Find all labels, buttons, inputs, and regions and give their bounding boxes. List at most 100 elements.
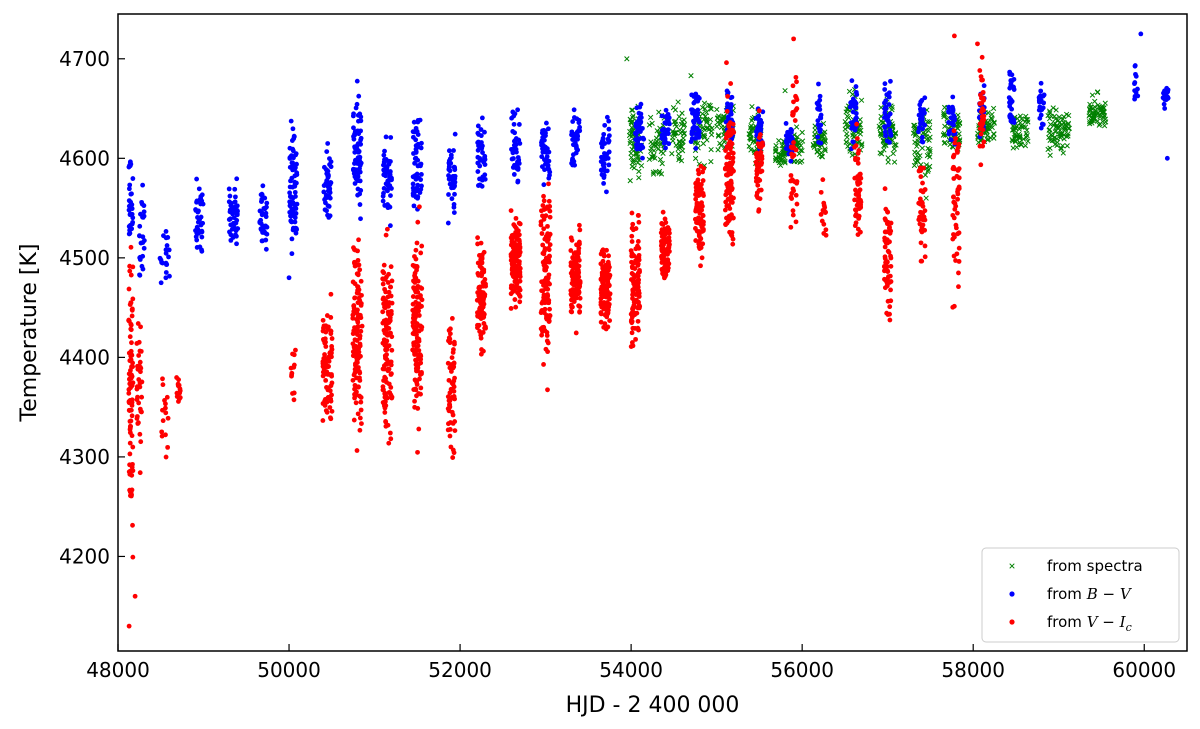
- data-point: [920, 210, 926, 216]
- data-point: [126, 318, 132, 323]
- data-point: [447, 331, 453, 337]
- data-point: [516, 160, 522, 166]
- data-point: [1063, 133, 1070, 140]
- data-point: [630, 227, 636, 233]
- data-point: [516, 220, 522, 226]
- data-point: [413, 362, 419, 368]
- data-point: [891, 142, 898, 148]
- data-point: [126, 164, 132, 170]
- data-point: [388, 384, 394, 390]
- data-point: [599, 271, 605, 277]
- data-point: [446, 148, 452, 154]
- data-point: [1008, 118, 1014, 124]
- data-point: [355, 300, 361, 306]
- data-point: [911, 122, 917, 128]
- data-point: [855, 156, 861, 162]
- data-point: [1095, 110, 1101, 116]
- data-point: [922, 243, 928, 249]
- data-point: [679, 148, 686, 154]
- data-point: [475, 183, 481, 188]
- data-point: [512, 145, 518, 151]
- data-point: [138, 348, 144, 354]
- data-point: [606, 149, 612, 155]
- data-point: [858, 142, 865, 149]
- data-point: [791, 140, 796, 145]
- data-point: [354, 448, 360, 453]
- data-point: [1011, 134, 1017, 141]
- data-point: [541, 226, 547, 232]
- data-point: [354, 101, 360, 107]
- data-point: [452, 131, 458, 137]
- data-point: [517, 299, 523, 305]
- data-point: [695, 202, 701, 208]
- data-point: [416, 323, 422, 328]
- plot-area-frame: [117, 13, 1188, 652]
- data-point: [516, 122, 522, 127]
- data-point: [855, 160, 861, 166]
- data-point: [979, 122, 985, 128]
- data-point: [818, 189, 824, 195]
- data-point: [326, 358, 332, 364]
- data-point: [128, 272, 134, 278]
- data-point: [694, 112, 700, 118]
- data-point: [445, 394, 451, 400]
- data-point: [856, 213, 862, 219]
- data-point: [793, 192, 799, 198]
- data-point: [624, 56, 630, 62]
- data-point: [951, 122, 956, 128]
- data-point: [354, 327, 359, 333]
- data-point: [451, 395, 457, 401]
- data-point: [511, 172, 517, 177]
- data-point: [852, 144, 857, 150]
- data-point: [412, 404, 418, 410]
- data-point: [891, 159, 898, 165]
- data-point: [481, 321, 487, 326]
- data-point: [329, 344, 335, 349]
- data-point: [575, 147, 581, 153]
- data-point: [447, 402, 452, 408]
- data-point: [600, 138, 605, 144]
- data-point: [821, 221, 827, 227]
- data-point: [412, 350, 417, 355]
- data-point: [598, 277, 604, 282]
- data-point: [630, 221, 636, 227]
- data-point: [675, 146, 681, 152]
- data-point: [288, 194, 294, 200]
- data-point: [130, 444, 136, 450]
- data-point: [128, 199, 134, 205]
- data-point: [127, 334, 133, 340]
- data-point: [885, 118, 891, 123]
- x-axis-label: HJD - 2 400 000: [566, 693, 740, 718]
- data-point: [724, 220, 730, 226]
- data-point: [635, 243, 640, 249]
- data-point: [410, 294, 416, 299]
- data-point: [475, 160, 481, 166]
- data-point: [478, 289, 484, 295]
- data-point: [574, 268, 580, 274]
- data-point: [845, 115, 852, 121]
- data-point: [1132, 63, 1138, 69]
- data-point: [291, 211, 297, 216]
- data-point: [817, 107, 823, 112]
- data-point: [540, 242, 546, 248]
- data-point: [412, 331, 417, 337]
- data-point: [139, 394, 145, 400]
- y-tick-label: 4400: [59, 345, 110, 369]
- data-point: [414, 294, 420, 300]
- data-point: [328, 331, 334, 337]
- data-point: [418, 285, 424, 291]
- data-point: [539, 288, 545, 294]
- data-point: [856, 206, 862, 211]
- data-point: [917, 153, 923, 159]
- data-point: [915, 141, 921, 147]
- data-point: [981, 83, 987, 89]
- data-point: [918, 227, 924, 233]
- data-point: [845, 124, 851, 131]
- data-point: [1061, 132, 1067, 138]
- data-point: [1162, 106, 1168, 111]
- data-point: [352, 366, 358, 372]
- data-point: [636, 219, 642, 225]
- data-point: [878, 151, 885, 157]
- data-point: [508, 208, 514, 213]
- data-point: [481, 279, 487, 285]
